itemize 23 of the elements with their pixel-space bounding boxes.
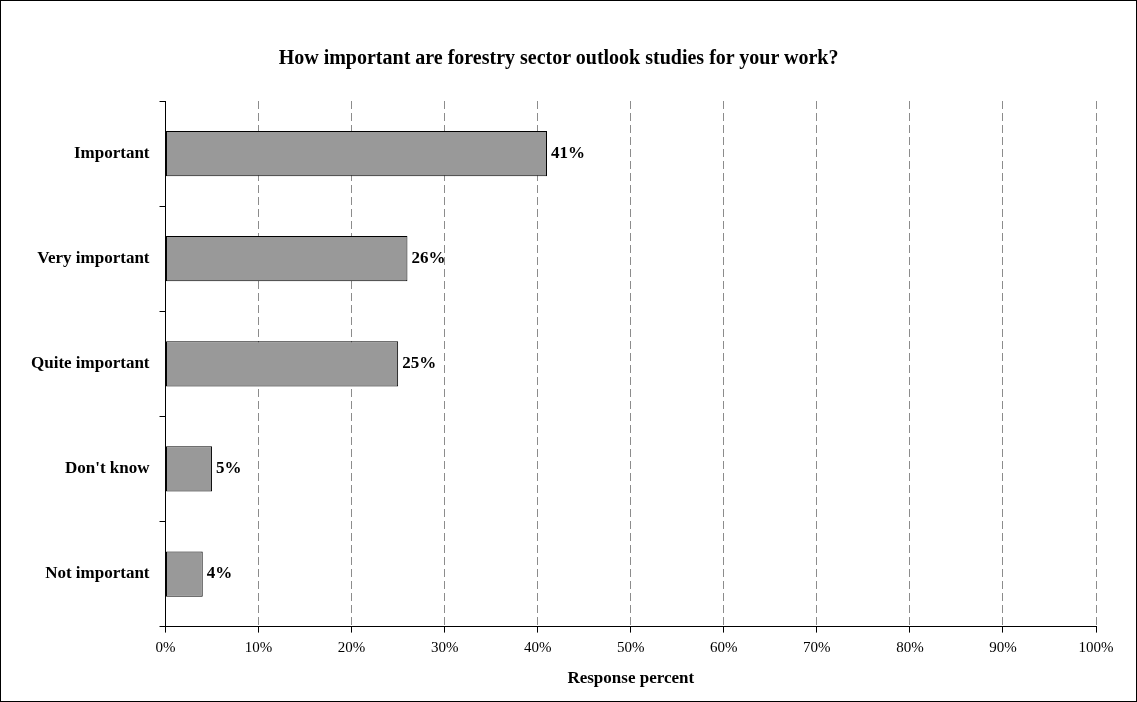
- data-label: 41%: [551, 142, 586, 162]
- data-label: 26%: [411, 248, 446, 268]
- x-tick-label: 30%: [430, 638, 459, 655]
- data-label: 25%: [402, 353, 437, 373]
- x-tick-label: 100%: [1078, 638, 1114, 655]
- x-tick-label: 80%: [896, 638, 924, 655]
- y-tick-label: Don't know: [64, 458, 151, 478]
- x-tick-label: 60%: [710, 638, 738, 655]
- x-tick-label: 50%: [617, 638, 645, 655]
- x-tick-label: 70%: [803, 638, 831, 655]
- y-tick-label: Not important: [45, 563, 150, 583]
- y-tick-label: Very important: [37, 248, 150, 268]
- y-tick-label: Important: [73, 142, 150, 162]
- data-label: 5%: [216, 458, 242, 478]
- x-axis-title: Response percent: [567, 668, 695, 688]
- chart-title: How important are forestry sector outlook studies for your work?: [278, 46, 839, 70]
- x-tick-label: 40%: [523, 638, 552, 655]
- data-label: 4%: [206, 563, 233, 583]
- x-tick-label: 0%: [155, 638, 176, 655]
- x-tick-label: 20%: [337, 638, 366, 655]
- x-tick-label: 10%: [244, 638, 273, 655]
- y-tick-label: Quite important: [30, 353, 150, 373]
- x-tick-label: 90%: [989, 638, 1017, 655]
